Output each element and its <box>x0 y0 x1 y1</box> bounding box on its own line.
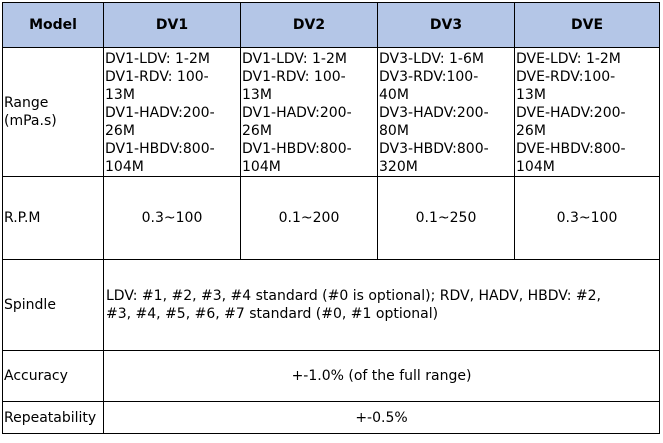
range-dv2-line: 13M <box>242 87 272 103</box>
header-row: Model DV1 DV2 DV3 DVE <box>2 2 660 48</box>
spindle-line1: LDV: #1, #2, #3, #4 standard (#0 is opti… <box>106 288 601 304</box>
range-dve-line: DVE-HBDV:800- <box>516 141 626 157</box>
range-dve-line: DVE-LDV: 1-2M <box>516 51 621 67</box>
header-model: Model <box>2 2 104 48</box>
range-dve-line: DVE-HADV:200- <box>516 105 626 121</box>
range-dv1-line: DV1-LDV: 1-2M <box>105 51 210 67</box>
range-dv1-line: 104M <box>105 159 144 175</box>
range-dv1-cell: DV1-LDV: 1-2M DV1-RDV: 100- 13M DV1-HADV… <box>103 47 241 177</box>
range-dv1-line: DV1-HBDV:800- <box>105 141 215 157</box>
rpm-label: R.P.M <box>2 176 104 260</box>
repeatability-row: Repeatability +-0.5% <box>2 401 660 434</box>
accuracy-row: Accuracy +-1.0% (of the full range) <box>2 350 660 402</box>
range-dv3-line: 40M <box>379 87 409 103</box>
range-label-line1: Range <box>4 95 49 111</box>
range-dve-line: 26M <box>516 123 546 139</box>
spindle-line2: #3, #4, #5, #6, #7 standard (#0, #1 opti… <box>106 306 439 322</box>
range-row: Range (mPa.s) DV1-LDV: 1-2M DV1-RDV: 100… <box>2 47 660 177</box>
header-dve: DVE <box>514 2 660 48</box>
rpm-dv3: 0.1~250 <box>377 176 515 260</box>
range-dv3-line: 80M <box>379 123 409 139</box>
rpm-dv2: 0.1~200 <box>240 176 378 260</box>
header-dv1: DV1 <box>103 2 241 48</box>
header-dv3: DV3 <box>377 2 515 48</box>
range-dv3-line: 320M <box>379 159 418 175</box>
rpm-dv1: 0.3~100 <box>103 176 241 260</box>
range-dve-line: 104M <box>516 159 555 175</box>
repeatability-value: +-0.5% <box>103 401 660 434</box>
range-dve-line: DVE-RDV:100- <box>516 69 616 85</box>
range-dv2-cell: DV1-LDV: 1-2M DV1-RDV: 100- 13M DV1-HADV… <box>240 47 378 177</box>
rpm-row: R.P.M 0.3~100 0.1~200 0.1~250 0.3~100 <box>2 176 660 260</box>
range-dv2-line: 26M <box>242 123 272 139</box>
range-dv2-line: DV1-LDV: 1-2M <box>242 51 347 67</box>
range-dv3-line: DV3-HBDV:800- <box>379 141 489 157</box>
range-dv2-line: DV1-RDV: 100- <box>242 69 346 85</box>
spindle-value: LDV: #1, #2, #3, #4 standard (#0 is opti… <box>103 259 660 351</box>
range-dv2-line: DV1-HBDV:800- <box>242 141 352 157</box>
range-dve-line: 13M <box>516 87 546 103</box>
header-dv2: DV2 <box>240 2 378 48</box>
accuracy-value: +-1.0% (of the full range) <box>103 350 660 402</box>
spindle-label: Spindle <box>2 259 104 351</box>
range-label-line2: (mPa.s) <box>4 113 57 129</box>
accuracy-label: Accuracy <box>2 350 104 402</box>
range-dv1-line: 26M <box>105 123 135 139</box>
range-dv1-line: DV1-RDV: 100- <box>105 69 209 85</box>
range-dv3-line: DV3-HADV:200- <box>379 105 489 121</box>
range-label: Range (mPa.s) <box>2 47 104 177</box>
range-dv2-line: DV1-HADV:200- <box>242 105 352 121</box>
spec-table: Model DV1 DV2 DV3 DVE Range (mPa.s) DV1-… <box>2 2 660 434</box>
range-dv3-cell: DV3-LDV: 1-6M DV3-RDV:100- 40M DV3-HADV:… <box>377 47 515 177</box>
spindle-row: Spindle LDV: #1, #2, #3, #4 standard (#0… <box>2 259 660 351</box>
range-dv2-line: 104M <box>242 159 281 175</box>
repeatability-label: Repeatability <box>2 401 104 434</box>
range-dv3-line: DV3-RDV:100- <box>379 69 479 85</box>
range-dv3-line: DV3-LDV: 1-6M <box>379 51 484 67</box>
range-dv1-line: 13M <box>105 87 135 103</box>
range-dv1-line: DV1-HADV:200- <box>105 105 215 121</box>
range-dve-cell: DVE-LDV: 1-2M DVE-RDV:100- 13M DVE-HADV:… <box>514 47 660 177</box>
rpm-dve: 0.3~100 <box>514 176 660 260</box>
